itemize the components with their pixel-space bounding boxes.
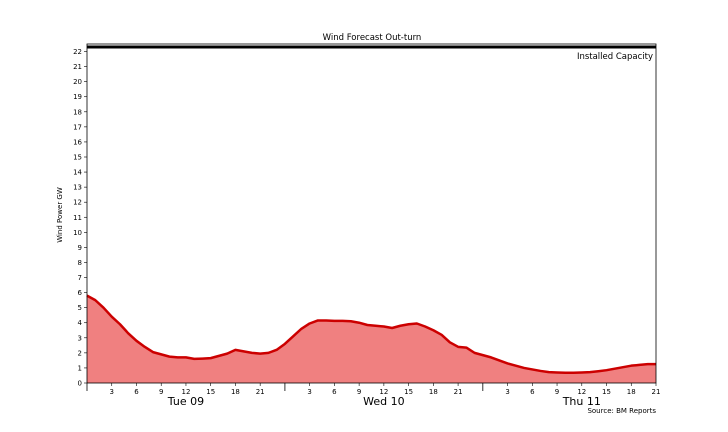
wind-forecast-line (86, 294, 656, 374)
y-tick-label: 8 (78, 259, 82, 267)
x-hour-tick-label: 18 (231, 388, 240, 396)
y-tick-label: 20 (73, 78, 82, 86)
y-tick-label: 21 (73, 63, 82, 71)
x-day-label: Wed 10 (363, 395, 404, 408)
y-axis-label: Wind Power GW (56, 187, 64, 243)
x-hour-tick-label: 9 (159, 388, 163, 396)
x-hour-tick-label: 18 (627, 388, 636, 396)
x-hour-tick-label: 12 (181, 388, 190, 396)
y-tick-label: 13 (73, 184, 82, 192)
x-hour-tick-label: 15 (206, 388, 215, 396)
y-tick-label: 1 (78, 364, 82, 372)
y-tick-label: 15 (73, 154, 82, 162)
y-tick-label: 17 (73, 123, 82, 131)
x-hour-tick-label: 9 (555, 388, 559, 396)
plot-area: Installed Capacity0123456789101112131415… (73, 43, 661, 408)
y-tick-label: 16 (73, 138, 82, 146)
source-note: Source: BM Reports (587, 407, 656, 415)
x-hour-tick-label: 9 (357, 388, 361, 396)
plot-frame (86, 43, 657, 384)
x-hour-tick-label: 12 (577, 388, 586, 396)
y-tick-label: 11 (73, 214, 82, 222)
x-hour-tick-label: 15 (404, 388, 413, 396)
x-day-label: Thu 11 (562, 395, 601, 408)
y-tick-label: 2 (78, 349, 82, 357)
x-hour-tick-label: 6 (134, 388, 139, 396)
wind-area-fill (87, 295, 656, 383)
y-tick-label: 0 (78, 380, 82, 388)
y-tick-label: 3 (78, 334, 82, 342)
y-tick-label: 12 (73, 199, 82, 207)
x-hour-tick-label: 15 (602, 388, 611, 396)
installed-capacity-label: Installed Capacity (577, 52, 653, 62)
x-hour-tick-label: 6 (530, 388, 535, 396)
x-hour-tick-label: 21 (652, 388, 661, 396)
x-hour-tick-label: 18 (429, 388, 438, 396)
x-hour-tick-label: 21 (256, 388, 265, 396)
x-hour-tick-label: 3 (505, 388, 509, 396)
y-tick-label: 10 (73, 229, 82, 237)
x-hour-tick-label: 6 (332, 388, 337, 396)
y-tick-label: 4 (78, 319, 83, 327)
x-hour-tick-label: 3 (110, 388, 114, 396)
chart-title: Wind Forecast Out-turn (323, 33, 422, 43)
y-tick-label: 9 (78, 244, 82, 252)
x-hour-tick-label: 12 (379, 388, 388, 396)
y-tick-label: 14 (73, 169, 82, 177)
y-tick-label: 18 (73, 108, 82, 116)
y-tick-label: 19 (73, 93, 82, 101)
x-hour-tick-label: 21 (454, 388, 463, 396)
y-tick-label: 7 (78, 274, 82, 282)
x-hour-tick-label: 3 (307, 388, 311, 396)
y-tick-label: 5 (78, 304, 82, 312)
x-day-label: Tue 09 (167, 395, 204, 408)
y-tick-label: 6 (78, 289, 83, 297)
y-tick-label: 22 (73, 48, 82, 56)
